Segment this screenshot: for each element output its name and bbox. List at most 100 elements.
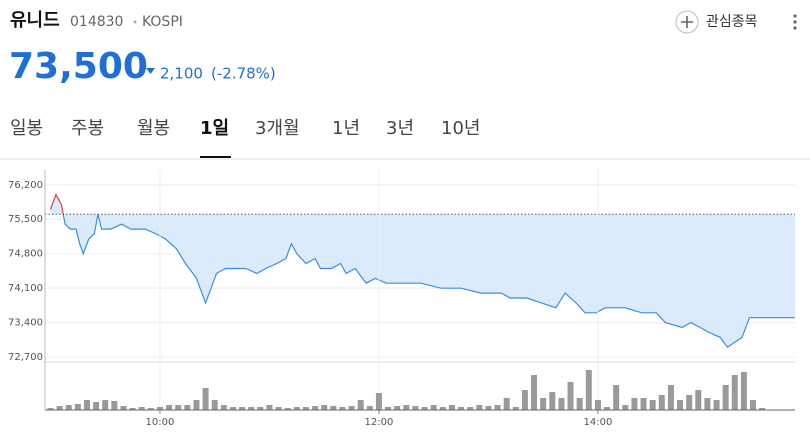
- volume-bar: [156, 407, 163, 410]
- volume-bar: [540, 398, 547, 410]
- volume-bar: [558, 398, 565, 410]
- volume-bar: [211, 400, 218, 410]
- tab[interactable]: 3개월: [255, 118, 300, 139]
- volume-bar: [412, 406, 419, 410]
- volume-bar: [129, 408, 136, 410]
- volume-bar: [531, 375, 538, 410]
- stock-code: 014830: [70, 14, 123, 30]
- price-line: [49, 193, 795, 349]
- volume-bar: [594, 400, 601, 410]
- dot: [793, 14, 797, 18]
- volume-bar: [704, 398, 711, 410]
- volume-bar: [613, 385, 620, 410]
- volume-bar: [266, 405, 273, 410]
- plus-icon-mark: [681, 16, 693, 28]
- volume-bar: [686, 395, 693, 410]
- volume-bar: [649, 400, 656, 410]
- volume-bar: [321, 405, 328, 410]
- volume-bar: [448, 405, 455, 410]
- volume-bar: [695, 390, 702, 410]
- y-tick-label: 72,700: [8, 352, 43, 363]
- volume-bar: [731, 375, 738, 410]
- watch-button[interactable]: 관심종목: [675, 10, 758, 34]
- tab[interactable]: 주봉: [71, 118, 104, 139]
- volume-bar: [394, 406, 401, 410]
- volume-bar: [220, 405, 227, 410]
- tab[interactable]: 1일: [200, 118, 229, 139]
- volume-bar: [339, 407, 346, 410]
- volume-bar: [503, 398, 510, 410]
- volume-bar: [622, 405, 629, 410]
- area: [50, 194, 796, 348]
- volume-bar: [640, 398, 647, 410]
- volume-bar: [430, 405, 437, 410]
- dot: [793, 20, 797, 24]
- volume-bar: [576, 398, 583, 410]
- volume-bar: [512, 407, 519, 410]
- plus-icon: [675, 10, 699, 34]
- volume-bar: [47, 408, 54, 410]
- volume-bar: [284, 408, 291, 410]
- more-menu[interactable]: [793, 14, 797, 30]
- volume-bar: [375, 393, 382, 410]
- volume-bar: [102, 400, 109, 410]
- volume-bar: [138, 407, 145, 410]
- volume-bar: [348, 406, 355, 410]
- volume-bar: [740, 372, 747, 410]
- tab[interactable]: 일봉: [10, 118, 43, 139]
- x-tick-label: 14:00: [584, 417, 613, 428]
- tab[interactable]: 월봉: [137, 118, 170, 139]
- watch-label: 관심종목: [706, 14, 758, 30]
- volume-bar: [293, 407, 300, 410]
- x-tick-label: 12:00: [365, 417, 394, 428]
- volume-bar: [330, 406, 337, 410]
- volume-bar: [248, 407, 255, 410]
- tab[interactable]: 1년: [332, 118, 360, 139]
- volume-bar: [585, 370, 592, 410]
- separator-dot: [133, 20, 137, 24]
- tab[interactable]: 10년: [441, 118, 480, 139]
- volume-bar: [403, 405, 410, 410]
- x-tick-label: 10:00: [146, 417, 175, 428]
- volume-bar: [467, 407, 474, 410]
- volume-bar: [604, 407, 611, 410]
- volume-bar: [111, 401, 118, 410]
- down-arrow: [146, 68, 155, 74]
- tabs: 일봉 주봉 월봉 1일 3개월 1년 3년 10년: [10, 118, 480, 158]
- market: KOSPI: [142, 14, 183, 30]
- change-pct: (-2.78%): [211, 65, 276, 83]
- volume-bar: [521, 390, 528, 410]
- volume-bar: [439, 407, 446, 410]
- volume-bar: [458, 407, 465, 410]
- volume-bar: [83, 400, 90, 410]
- price: 73,500: [9, 46, 148, 87]
- volume-bar: [366, 406, 373, 410]
- volume-bar: [713, 400, 720, 410]
- volume-bar: [312, 406, 319, 410]
- volume-bar: [56, 406, 63, 410]
- chart: 76,200 75,500 74,800 74,100 73,400 72,700 10:0…: [8, 170, 796, 428]
- volume-bar: [120, 406, 127, 410]
- change: 2,100: [160, 65, 203, 83]
- volume-bar: [667, 385, 674, 410]
- dot: [793, 26, 797, 30]
- y-tick-label: 75,500: [8, 214, 43, 225]
- volume-bar: [65, 405, 72, 410]
- volume-bar: [494, 405, 501, 410]
- volume-bar: [202, 388, 209, 410]
- volume-bar: [302, 407, 309, 410]
- volume-bar: [759, 408, 766, 410]
- tab[interactable]: 3년: [386, 118, 414, 139]
- volume-bar: [166, 405, 173, 410]
- volume-bar: [722, 385, 729, 410]
- volume-bar: [175, 405, 182, 410]
- volume-bar: [229, 407, 236, 410]
- y-tick-label: 74,800: [8, 249, 43, 260]
- stock-name: 유니드: [10, 10, 60, 31]
- volume-bar: [147, 408, 154, 410]
- volume-bar: [385, 407, 392, 410]
- y-tick-label: 74,100: [8, 283, 43, 294]
- volume-bar: [658, 395, 665, 410]
- volume-bar: [239, 407, 246, 410]
